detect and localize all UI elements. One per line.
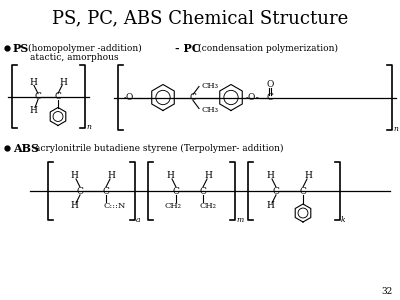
Text: - PC: - PC <box>175 43 201 53</box>
Text: m: m <box>236 216 243 224</box>
Text: CH₂: CH₂ <box>164 202 182 210</box>
Text: C: C <box>190 93 196 102</box>
Text: C: C <box>200 187 206 196</box>
Text: C: C <box>172 187 180 196</box>
Text: H: H <box>70 202 78 211</box>
Text: -O: -O <box>124 93 134 102</box>
Text: H: H <box>166 172 174 181</box>
Text: H: H <box>59 78 67 87</box>
Text: 32: 32 <box>382 287 393 296</box>
Text: H: H <box>107 172 115 181</box>
Text: CH₃: CH₃ <box>201 82 218 89</box>
Text: H: H <box>266 202 274 211</box>
Text: PS: PS <box>13 43 29 53</box>
Text: H: H <box>70 172 78 181</box>
Text: (condensation polymerization): (condensation polymerization) <box>198 44 338 52</box>
Text: C: C <box>76 187 84 196</box>
Text: PS, PC, ABS Chemical Structure: PS, PC, ABS Chemical Structure <box>52 9 348 27</box>
Text: C: C <box>300 187 306 196</box>
Text: k: k <box>341 216 346 224</box>
Text: C: C <box>272 187 280 196</box>
Text: (homopolymer -addition): (homopolymer -addition) <box>28 44 142 52</box>
Text: C: C <box>54 92 62 101</box>
Text: H: H <box>204 172 212 181</box>
Text: H: H <box>266 172 274 181</box>
Text: n: n <box>86 123 91 131</box>
Text: O: O <box>266 80 274 89</box>
Text: H: H <box>29 106 37 115</box>
Text: ABS: ABS <box>13 142 39 154</box>
Text: atactic, amorphous: atactic, amorphous <box>30 53 119 62</box>
Text: H: H <box>29 78 37 87</box>
Text: C:::N: C:::N <box>104 202 126 210</box>
Text: a: a <box>136 216 140 224</box>
Text: CH₃: CH₃ <box>201 106 218 113</box>
Text: n: n <box>393 125 398 133</box>
Text: H: H <box>304 172 312 181</box>
Text: C: C <box>266 93 274 102</box>
Text: -O-: -O- <box>246 93 260 102</box>
Text: C: C <box>34 92 42 101</box>
Text: acrylonitrile butadiene styrene (Terpolymer- addition): acrylonitrile butadiene styrene (Terpoly… <box>35 143 284 153</box>
Text: C: C <box>102 187 110 196</box>
Text: CH₂: CH₂ <box>200 202 216 210</box>
